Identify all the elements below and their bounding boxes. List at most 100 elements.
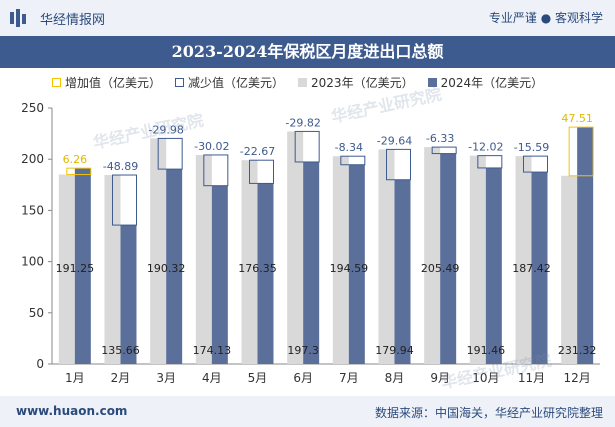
change-label: -29.98	[148, 123, 183, 136]
x-tick-label: 6月	[293, 371, 313, 385]
legend-swatch-increase	[52, 77, 61, 87]
change-label: -6.33	[426, 132, 454, 145]
legend-item-2024: 2024年（亿美元）	[427, 74, 544, 91]
change-label: -22.67	[240, 145, 275, 158]
legend-label-2024: 2024年（亿美元）	[440, 75, 544, 90]
chart-title: 2023-2024年保税区月度进出口总额	[171, 42, 444, 61]
x-tick-label: 12月	[564, 371, 591, 385]
value-label-2024: 205.49	[421, 262, 460, 275]
decrease-marker	[431, 146, 457, 155]
decrease-marker	[523, 155, 548, 173]
footer-source: 数据来源：中国海关，华经产业研究院整理	[374, 406, 603, 420]
bar-2024	[348, 164, 365, 364]
title-bar: 2023-2024年保税区月度进出口总额	[0, 36, 615, 68]
bar-2023	[195, 154, 212, 364]
bar-2024	[303, 161, 320, 364]
bar-2024	[120, 225, 137, 364]
bar-2024	[440, 153, 457, 364]
bar-2023	[332, 156, 349, 364]
chart-legend: 增加值（亿美元） 减少值（亿美元） 2023年（亿美元） 2024年（亿美元）	[52, 72, 557, 92]
bar-2023	[469, 155, 486, 364]
value-label-2024: 179.94	[375, 344, 414, 357]
brand-name: 华经情报网	[40, 13, 106, 28]
bar-2024	[211, 185, 228, 364]
change-label: -29.64	[377, 134, 412, 147]
y-tick-label: 50	[29, 306, 44, 320]
bar-2024	[577, 127, 594, 364]
y-tick-label: 250	[21, 101, 44, 115]
value-label-2024: 194.59	[330, 262, 369, 275]
value-label-2024: 176.35	[238, 262, 277, 275]
footer-bar: www.huaon.com 数据来源：中国海关，华经产业研究院整理	[0, 396, 615, 427]
y-tick-label: 150	[21, 203, 44, 217]
decrease-marker	[157, 137, 183, 170]
decrease-marker	[477, 155, 503, 169]
x-tick-label: 4月	[202, 371, 222, 385]
change-label: 47.51	[561, 112, 593, 125]
bar-2024	[257, 183, 274, 364]
decrease-marker	[340, 155, 366, 166]
x-tick-label: 5月	[248, 371, 268, 385]
legend-item-increase: 增加值（亿美元）	[52, 74, 161, 91]
increase-marker	[66, 167, 92, 176]
value-label-2024: 191.25	[56, 262, 95, 275]
legend-swatch-decrease	[175, 77, 185, 87]
bar-2023	[104, 175, 121, 364]
value-label-2024: 191.46	[467, 344, 506, 357]
legend-label-decrease: 减少值（亿美元）	[188, 75, 285, 90]
change-label: -15.59	[514, 141, 549, 154]
decrease-marker	[249, 159, 274, 184]
value-label-2024: 174.13	[193, 344, 232, 357]
legend-label-increase: 增加值（亿美元）	[65, 75, 162, 90]
tagline: 专业严谨 ● 客观科学	[488, 11, 603, 25]
x-tick-label: 7月	[339, 371, 359, 385]
change-label: -30.02	[194, 140, 229, 153]
bar-2023	[561, 175, 578, 364]
footer-website[interactable]: www.huaon.com	[16, 404, 128, 418]
x-tick-label: 2月	[111, 371, 131, 385]
bar-2024	[74, 168, 91, 364]
bar-2023	[515, 156, 532, 364]
top-bar: 华经情报网 专业严谨 ● 客观科学	[0, 0, 615, 36]
bar-2023	[378, 149, 395, 364]
y-tick-label: 100	[21, 255, 44, 269]
legend-swatch-2024	[427, 77, 437, 87]
x-tick-label: 9月	[430, 371, 450, 385]
legend-item-2023: 2023年（亿美元）	[298, 74, 414, 91]
decrease-marker	[386, 148, 411, 181]
legend-label-2023: 2023年（亿美元）	[311, 75, 414, 90]
value-label-2024: 197.3	[287, 344, 319, 357]
legend-swatch-2023	[298, 77, 308, 87]
increase-marker	[568, 126, 594, 177]
chart-plot: 0 50 100 150 200 250 6.26 191.25 1月 -48.89 135.66 2…	[21, 101, 600, 385]
change-label: -12.02	[468, 141, 503, 154]
y-tick-label: 0	[36, 357, 44, 371]
decrease-marker	[203, 154, 229, 187]
change-label: 6.26	[63, 153, 88, 166]
value-label-2024: 231.32	[558, 344, 597, 357]
decrease-marker	[294, 130, 320, 163]
bar-2023	[241, 160, 258, 364]
legend-item-decrease: 减少值（亿美元）	[175, 74, 284, 91]
bar-2024	[531, 172, 548, 364]
change-label: -48.89	[103, 160, 138, 173]
value-label-2024: 190.32	[147, 262, 186, 275]
bar-2023	[150, 138, 167, 364]
bar-2023	[287, 131, 304, 364]
logo-icon	[10, 9, 26, 27]
x-tick-label: 1月	[65, 371, 85, 385]
y-tick-label: 200	[21, 152, 44, 166]
bar-2023	[424, 147, 441, 364]
x-tick-label: 8月	[385, 371, 405, 385]
x-tick-label: 10月	[472, 371, 499, 385]
change-label: -29.82	[285, 116, 320, 129]
value-label-2024: 135.66	[101, 344, 140, 357]
change-label: -8.34	[335, 141, 363, 154]
bar-2023	[58, 174, 75, 364]
value-label-2024: 187.42	[512, 262, 551, 275]
x-tick-label: 3月	[156, 371, 176, 385]
bar-2024	[394, 179, 411, 364]
bar-2024	[485, 167, 502, 364]
bar-2024	[166, 169, 183, 364]
decrease-marker	[112, 174, 137, 226]
